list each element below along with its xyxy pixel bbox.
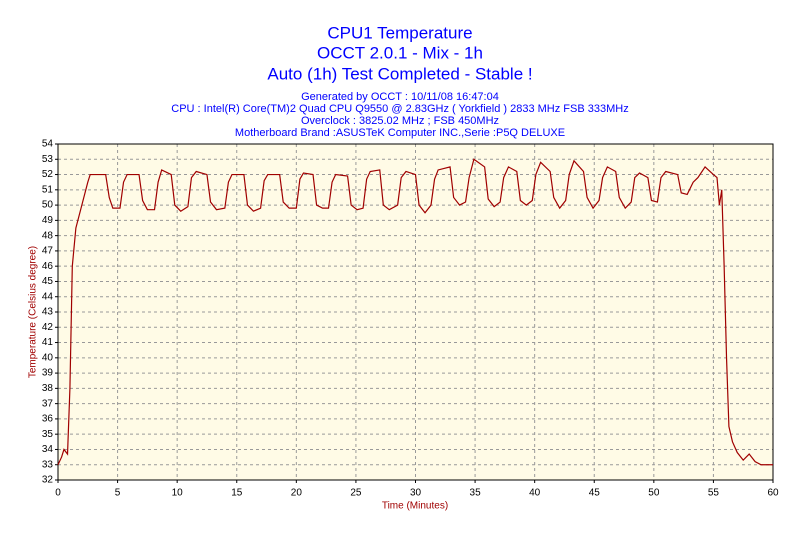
- x-tick-label: 35: [470, 488, 482, 499]
- y-tick-label: 47: [42, 246, 54, 257]
- x-tick-label: 5: [115, 488, 121, 499]
- y-tick-label: 42: [42, 322, 54, 333]
- y-tick-label: 49: [42, 215, 54, 226]
- chart-subtitle: OCCT 2.0.1 - Mix - 1h: [317, 43, 483, 62]
- x-tick-label: 40: [529, 488, 541, 499]
- x-tick-label: 45: [589, 488, 601, 499]
- y-tick-label: 41: [42, 337, 54, 348]
- y-tick-label: 46: [42, 261, 54, 272]
- x-tick-label: 55: [708, 488, 720, 499]
- y-tick-label: 37: [42, 398, 54, 409]
- x-tick-label: 50: [648, 488, 660, 499]
- info-line: Generated by OCCT : 10/11/08 16:47:04: [301, 91, 499, 103]
- plot-frame: [57, 143, 774, 481]
- chart-subtitle: Auto (1h) Test Completed - Stable !: [267, 64, 532, 83]
- y-axis-label: Temperature (Celsius degree): [28, 246, 39, 378]
- x-tick-label: 25: [350, 488, 362, 499]
- x-tick-label: 30: [410, 488, 422, 499]
- y-tick-label: 54: [42, 139, 54, 150]
- x-axis-label: Time (Minutes): [382, 501, 448, 512]
- info-line: CPU : Intel(R) Core(TM)2 Quad CPU Q9550 …: [171, 103, 628, 115]
- x-tick-label: 0: [55, 488, 61, 499]
- x-tick-label: 20: [291, 488, 303, 499]
- y-tick-label: 51: [42, 184, 54, 195]
- y-tick-label: 32: [42, 475, 54, 486]
- info-line: Motherboard Brand :ASUSTeK Computer INC.…: [235, 127, 565, 139]
- y-tick-label: 34: [42, 444, 54, 455]
- y-tick-label: 52: [42, 169, 54, 180]
- x-tick-label: 15: [231, 488, 243, 499]
- y-tick-label: 40: [42, 352, 54, 363]
- y-tick-label: 53: [42, 154, 54, 165]
- x-tick-label: 10: [172, 488, 184, 499]
- y-tick-label: 36: [42, 414, 54, 425]
- y-tick-label: 39: [42, 368, 54, 379]
- y-tick-label: 50: [42, 200, 54, 211]
- chart-title: CPU1 Temperature: [327, 23, 472, 42]
- y-tick-label: 35: [42, 429, 54, 440]
- x-tick-label: 60: [767, 488, 779, 499]
- info-line: Overclock : 3825.02 MHz ; FSB 450MHz: [301, 115, 499, 127]
- y-tick-label: 33: [42, 459, 54, 470]
- y-tick-label: 48: [42, 230, 54, 241]
- y-tick-label: 38: [42, 383, 54, 394]
- y-tick-label: 43: [42, 307, 54, 318]
- temperature-line: [57, 158, 773, 466]
- y-tick-label: 44: [42, 291, 54, 302]
- y-tick-label: 45: [42, 276, 54, 287]
